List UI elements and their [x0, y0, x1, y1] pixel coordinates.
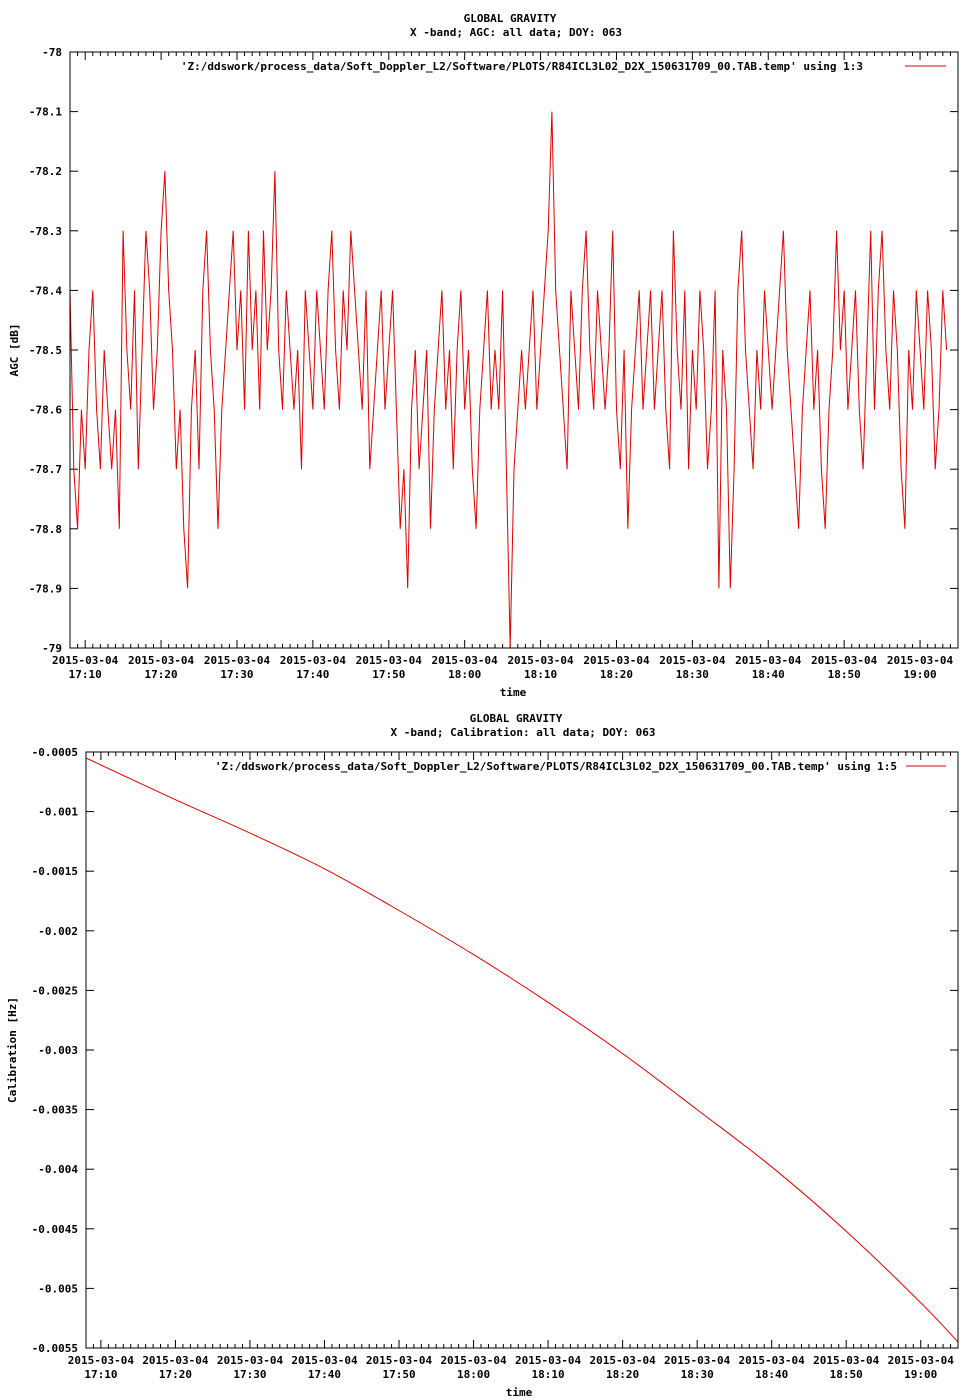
- x-tick-date: 2015-03-04: [735, 654, 802, 667]
- y-tick-label: -78.3: [29, 225, 62, 238]
- y-tick-label: -78.9: [29, 582, 62, 595]
- x-tick-label: 18:50: [828, 668, 861, 681]
- x-tick-label: 18:20: [606, 1368, 639, 1381]
- x-tick-label: 17:50: [372, 668, 405, 681]
- x-tick-label: 18:30: [681, 1368, 714, 1381]
- agc-chart: GLOBAL GRAVITY X -band; AGC: all data; D…: [8, 12, 959, 699]
- y-tick-label: -0.0035: [32, 1104, 78, 1117]
- y-tick-label: -78.1: [29, 106, 62, 119]
- x-tick-label: 18:00: [457, 1368, 490, 1381]
- x-tick-label: 18:40: [755, 1368, 788, 1381]
- x-tick-date: 2015-03-04: [204, 654, 271, 667]
- x-tick-label: 19:00: [903, 668, 936, 681]
- x-tick-label: 19:00: [904, 1368, 937, 1381]
- series-group: [85, 757, 959, 1343]
- chart-subtitle: X -band; Calibration: all data; DOY: 063: [391, 726, 656, 739]
- legend-label: 'Z:/ddswork/process_data/Soft_Doppler_L2…: [181, 60, 863, 73]
- y-tick-label: -0.001: [38, 806, 78, 819]
- y-tick-label: -78.7: [29, 463, 62, 476]
- y-tick-label: -0.005: [38, 1282, 78, 1295]
- y-tick-label: -0.004: [38, 1163, 78, 1176]
- x-tick-label: 17:20: [145, 668, 178, 681]
- x-tick-label: 17:30: [220, 668, 253, 681]
- y-tick-label: -78.4: [29, 284, 62, 297]
- y-axis-label: Calibration [Hz]: [6, 997, 19, 1103]
- legend-label: 'Z:/ddswork/process_data/Soft_Doppler_L2…: [215, 760, 897, 773]
- x-tick-date: 2015-03-04: [589, 1354, 656, 1367]
- x-tick-date: 2015-03-04: [739, 1354, 806, 1367]
- y-tick-label: -0.002: [38, 925, 78, 938]
- x-tick-date: 2015-03-04: [659, 654, 726, 667]
- x-tick-label: 17:20: [159, 1368, 192, 1381]
- y-tick-label: -0.0005: [32, 746, 78, 759]
- y-ticks: -79 -78.9 -78.8 -78.7 -78.6 -78.5 -78.4 -78.3 -7…: [29, 46, 958, 655]
- x-ticks: 2015-03-0417:102015-03-0417:202015-03-04…: [52, 52, 959, 681]
- x-tick-date: 2015-03-04: [356, 654, 423, 667]
- y-axis-label: AGC [dB]: [8, 324, 21, 377]
- y-tick-label: -0.0055: [32, 1342, 78, 1355]
- x-tick-date: 2015-03-04: [813, 1354, 880, 1367]
- y-tick-label: -78.5: [29, 344, 62, 357]
- x-tick-date: 2015-03-04: [432, 654, 499, 667]
- x-tick-date: 2015-03-04: [280, 654, 347, 667]
- y-tick-label: -0.0045: [32, 1223, 78, 1236]
- x-tick-date: 2015-03-04: [142, 1354, 209, 1367]
- x-tick-label: 18:40: [752, 668, 785, 681]
- x-tick-date: 2015-03-04: [440, 1354, 507, 1367]
- x-tick-date: 2015-03-04: [811, 654, 878, 667]
- x-tick-label: 18:10: [524, 668, 557, 681]
- y-tick-label: -79: [42, 642, 62, 655]
- x-tick-date: 2015-03-04: [68, 1354, 135, 1367]
- x-tick-label: 18:50: [830, 1368, 863, 1381]
- y-tick-label: -78.6: [29, 404, 62, 417]
- y-tick-label: -0.003: [38, 1044, 78, 1057]
- chart-title: GLOBAL GRAVITY: [470, 712, 563, 725]
- x-tick-label: 18:00: [448, 668, 481, 681]
- y-tick-label: -78: [42, 46, 62, 59]
- calibration-chart: GLOBAL GRAVITY X -band; Calibration: all…: [6, 712, 959, 1399]
- x-tick-label: 17:50: [382, 1368, 415, 1381]
- plot-frame: [69, 51, 959, 649]
- x-tick-date: 2015-03-04: [291, 1354, 358, 1367]
- x-tick-label: 17:40: [308, 1368, 341, 1381]
- x-tick-date: 2015-03-04: [583, 654, 650, 667]
- x-tick-date: 2015-03-04: [366, 1354, 433, 1367]
- series-group: [69, 111, 948, 649]
- x-tick-label: 18:10: [532, 1368, 565, 1381]
- x-tick-label: 17:30: [233, 1368, 266, 1381]
- x-tick-label: 17:40: [296, 668, 329, 681]
- y-tick-label: -0.0015: [32, 865, 78, 878]
- x-tick-date: 2015-03-04: [128, 654, 195, 667]
- y-ticks: -0.0055 -0.005 -0.0045 -0.004 -0.0035 -0.003 -…: [32, 746, 958, 1355]
- x-tick-date: 2015-03-04: [887, 654, 954, 667]
- y-tick-label: -0.0025: [32, 984, 78, 997]
- chart-subtitle: X -band; AGC: all data; DOY: 063: [410, 26, 622, 39]
- x-tick-date: 2015-03-04: [888, 1354, 955, 1367]
- x-tick-date: 2015-03-04: [217, 1354, 284, 1367]
- x-tick-date: 2015-03-04: [507, 654, 574, 667]
- x-axis-label: time: [500, 686, 527, 699]
- x-tick-label: 18:30: [676, 668, 709, 681]
- x-tick-date: 2015-03-04: [515, 1354, 582, 1367]
- x-ticks: 2015-03-0417:102015-03-0417:202015-03-04…: [68, 752, 959, 1381]
- plot-frame: [85, 751, 959, 1349]
- x-tick-date: 2015-03-04: [664, 1354, 731, 1367]
- x-tick-date: 2015-03-04: [52, 654, 119, 667]
- x-tick-label: 17:10: [69, 668, 102, 681]
- y-tick-label: -78.8: [29, 523, 62, 536]
- x-axis-label: time: [506, 1386, 533, 1399]
- x-tick-label: 17:10: [84, 1368, 117, 1381]
- series-line: [69, 111, 948, 649]
- series-line: [85, 757, 959, 1343]
- x-tick-label: 18:20: [600, 668, 633, 681]
- chart-title: GLOBAL GRAVITY: [464, 12, 557, 25]
- y-tick-label: -78.2: [29, 165, 62, 178]
